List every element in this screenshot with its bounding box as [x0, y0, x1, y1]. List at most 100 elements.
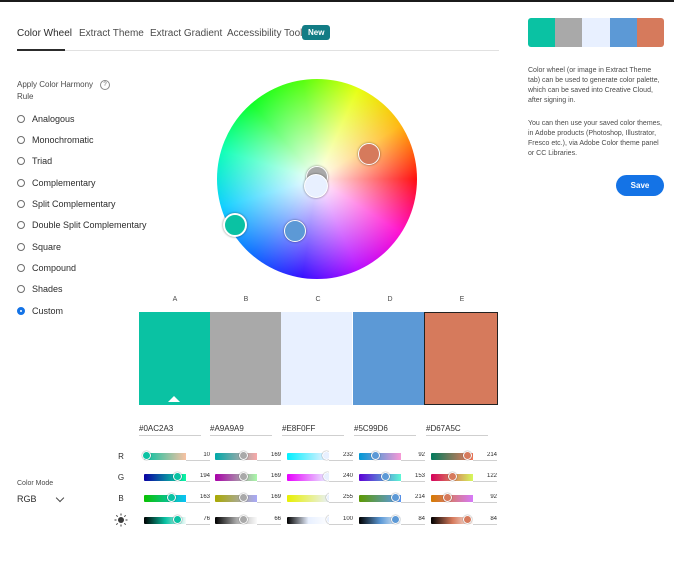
- slider-knob[interactable]: [239, 493, 249, 502]
- swatch-c[interactable]: [281, 312, 352, 405]
- swatch-d[interactable]: [353, 312, 424, 405]
- slider-b-e[interactable]: [431, 493, 474, 502]
- harmony-option-label: Shades: [32, 284, 63, 294]
- value-input-r-c[interactable]: [329, 450, 353, 461]
- slider-brightness-b[interactable]: [215, 515, 258, 524]
- base-color-caret-icon: [168, 396, 180, 402]
- slider-knob[interactable]: [447, 472, 457, 481]
- slider-g-c[interactable]: [287, 472, 333, 481]
- harmony-option-split-complementary[interactable]: Split Complementary: [17, 197, 116, 211]
- slider-brightness-a[interactable]: [144, 515, 187, 524]
- radio-icon: [17, 264, 25, 272]
- value-input-b-b[interactable]: [257, 492, 281, 503]
- slider-b-a[interactable]: [144, 493, 187, 502]
- slider-brightness-d[interactable]: [359, 515, 402, 524]
- harmony-option-double-split-complementary[interactable]: Double Split Complementary: [17, 218, 147, 232]
- value-input-g-e[interactable]: [473, 471, 497, 482]
- slider-knob[interactable]: [391, 493, 401, 502]
- harmony-option-shades[interactable]: Shades: [17, 282, 63, 296]
- harmony-option-label: Square: [32, 242, 62, 252]
- wheel-handle-e[interactable]: [358, 143, 380, 165]
- slider-r-d[interactable]: [359, 451, 402, 460]
- wheel-handle-d[interactable]: [284, 220, 306, 242]
- chevron-down-icon: [55, 493, 65, 503]
- swatch-e[interactable]: [424, 312, 498, 405]
- value-input-brightness-e[interactable]: [473, 514, 497, 525]
- harmony-option-complementary[interactable]: Complementary: [17, 176, 96, 190]
- slider-r-a[interactable]: [141, 451, 187, 460]
- tab-extract-theme[interactable]: Extract Theme: [79, 28, 144, 39]
- value-input-g-c[interactable]: [329, 471, 353, 482]
- slider-knob[interactable]: [380, 472, 390, 481]
- value-input-brightness-b[interactable]: [257, 514, 281, 525]
- slider-knob[interactable]: [463, 515, 473, 524]
- slider-knob[interactable]: [141, 451, 151, 460]
- hex-input-a[interactable]: [139, 421, 201, 436]
- hex-input-c[interactable]: [282, 421, 344, 436]
- wheel-handle-c[interactable]: [304, 174, 328, 198]
- tab-extract-gradient[interactable]: Extract Gradient: [150, 28, 223, 39]
- value-input-brightness-c[interactable]: [329, 514, 353, 525]
- value-input-r-a[interactable]: [186, 450, 210, 461]
- slider-g-e[interactable]: [431, 472, 474, 481]
- harmony-option-triad[interactable]: Triad: [17, 154, 52, 168]
- slider-g-d[interactable]: [359, 472, 402, 481]
- value-input-r-e[interactable]: [473, 450, 497, 461]
- harmony-option-analogous[interactable]: Analogous: [17, 112, 75, 126]
- wheel-handle-a[interactable]: [223, 213, 247, 237]
- hex-input-e[interactable]: [426, 421, 488, 436]
- harmony-option-label: Compound: [32, 263, 77, 273]
- slider-b-c[interactable]: [287, 493, 335, 502]
- slider-knob[interactable]: [239, 451, 249, 460]
- help-icon[interactable]: ?: [100, 80, 110, 90]
- value-input-r-b[interactable]: [257, 450, 281, 461]
- harmony-rule-label: Apply Color Harmony Rule: [17, 80, 94, 101]
- value-input-b-c[interactable]: [329, 492, 353, 503]
- slider-knob[interactable]: [463, 451, 473, 460]
- slider-r-e[interactable]: [431, 451, 474, 460]
- slider-r-c[interactable]: [287, 451, 332, 460]
- slider-knob[interactable]: [442, 493, 452, 502]
- value-input-b-a[interactable]: [186, 492, 210, 503]
- slider-brightness-e[interactable]: [431, 515, 474, 524]
- slider-knob[interactable]: [172, 472, 182, 481]
- harmony-option-label: Monochromatic: [32, 135, 94, 145]
- preview-color-b: [555, 18, 583, 47]
- slider-g-b[interactable]: [215, 472, 258, 481]
- harmony-option-monochromatic[interactable]: Monochromatic: [17, 133, 94, 147]
- hex-input-d[interactable]: [354, 421, 416, 436]
- tab-color-wheel[interactable]: Color Wheel: [17, 28, 73, 39]
- slider-knob[interactable]: [172, 515, 182, 524]
- value-input-g-b[interactable]: [257, 471, 281, 482]
- slider-knob[interactable]: [239, 472, 249, 481]
- value-input-brightness-a[interactable]: [186, 514, 210, 525]
- value-input-brightness-d[interactable]: [401, 514, 425, 525]
- slider-brightness-c[interactable]: [287, 515, 335, 524]
- save-button[interactable]: Save: [616, 175, 664, 196]
- slider-knob[interactable]: [239, 515, 249, 524]
- value-input-g-d[interactable]: [401, 471, 425, 482]
- value-input-r-d[interactable]: [401, 450, 425, 461]
- hex-input-b[interactable]: [210, 421, 272, 436]
- tab-accessibility-tools[interactable]: Accessibility Tools: [227, 28, 308, 39]
- slider-knob[interactable]: [370, 451, 380, 460]
- harmony-option-square[interactable]: Square: [17, 240, 61, 254]
- harmony-option-compound[interactable]: Compound: [17, 261, 76, 275]
- color-wheel[interactable]: [217, 79, 417, 279]
- value-input-b-e[interactable]: [473, 492, 497, 503]
- value-input-g-a[interactable]: [186, 471, 210, 482]
- slider-knob[interactable]: [167, 493, 177, 502]
- harmony-option-custom[interactable]: Custom: [17, 304, 63, 318]
- slider-g-a[interactable]: [144, 472, 187, 481]
- slider-b-b[interactable]: [215, 493, 258, 502]
- swatch-b[interactable]: [210, 312, 281, 405]
- color-mode-select[interactable]: RGB: [17, 493, 65, 506]
- value-input-b-d[interactable]: [401, 492, 425, 503]
- slider-b-d[interactable]: [359, 493, 402, 502]
- radio-icon: [17, 243, 25, 251]
- brightness-icon: [114, 513, 128, 527]
- swatch-a[interactable]: [139, 312, 210, 405]
- slider-knob[interactable]: [391, 515, 401, 524]
- radio-icon: [17, 200, 25, 208]
- slider-r-b[interactable]: [215, 451, 258, 460]
